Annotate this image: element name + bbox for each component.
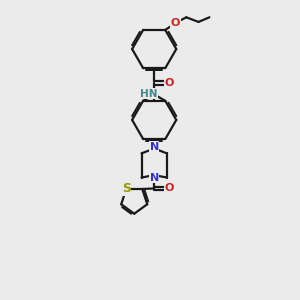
Text: O: O xyxy=(165,184,174,194)
Text: S: S xyxy=(122,182,131,196)
Text: N: N xyxy=(150,142,159,152)
Text: N: N xyxy=(150,172,159,182)
Text: O: O xyxy=(165,78,174,88)
Text: HN: HN xyxy=(140,88,157,99)
Text: O: O xyxy=(171,18,180,28)
